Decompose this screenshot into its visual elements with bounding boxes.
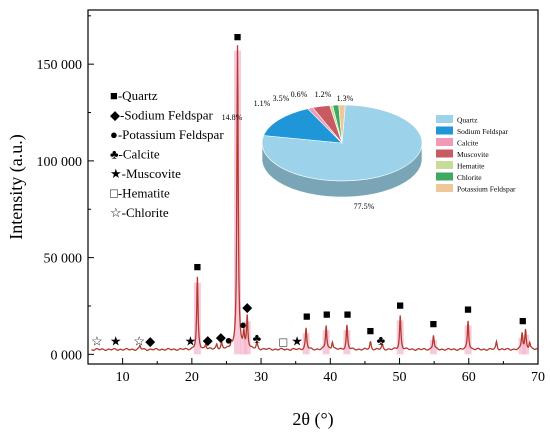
x-tick-label: 50	[393, 370, 407, 385]
pie-legend-swatch	[436, 126, 453, 135]
peak-marker: ★	[291, 333, 303, 348]
x-tick-label: 20	[185, 370, 199, 385]
pie-legend-label: Hematite	[457, 162, 485, 171]
peak-highlight	[396, 320, 404, 355]
peak-highlight	[522, 334, 530, 355]
x-axis-label: 2θ (°)	[292, 409, 333, 430]
peak-marker: ■	[193, 259, 201, 274]
pie-legend-swatch	[436, 115, 453, 123]
peak-marker: ■	[430, 316, 438, 331]
peak-marker: ☆	[133, 333, 145, 348]
peak-marker: ♣	[253, 331, 262, 346]
peak-marker: ☆	[91, 333, 103, 348]
pie-legend-label: Calcite	[457, 139, 479, 148]
peak-marker: ◆	[145, 333, 155, 348]
peak-marker: ■	[367, 323, 375, 338]
peak-marker: ◆	[242, 300, 252, 315]
peak-highlight	[243, 321, 251, 355]
peak-marker: ■	[234, 29, 242, 44]
pie-legend: Quartz Sodium Feldspar Calcite Muscovite Hem…	[436, 115, 516, 194]
pie-legend-swatch	[436, 138, 453, 146]
pie-legend-swatch	[436, 161, 453, 169]
peak-marker: ■	[464, 302, 472, 317]
x-tick-label: 30	[254, 370, 268, 385]
pie-legend-label: Potassium Feldspar	[457, 185, 516, 194]
pie-legend-swatch	[436, 149, 453, 158]
plot-frame	[87, 9, 539, 365]
peak-highlight	[193, 282, 201, 355]
peak-highlight	[322, 330, 330, 355]
marker-legend-entry: ●-Potassium Feldspar	[110, 127, 224, 142]
marker-legend-entry: ☆-Chlorite	[110, 205, 169, 220]
pie-slice-label: 1.3%	[337, 94, 354, 103]
peak-marker: ◆	[216, 330, 226, 345]
peak-marker: ■	[303, 308, 311, 323]
x-tick-label: 40	[323, 370, 337, 385]
y-tick-label: 0 000	[51, 348, 83, 363]
peak-marker: ♣	[377, 333, 386, 348]
y-axis: 0 000 50 000 100 000 150 000	[37, 15, 94, 363]
peak-marker: ■	[323, 306, 331, 321]
y-tick-label: 100 000	[37, 155, 83, 170]
marker-legend-entry: ♣-Calcite	[110, 147, 160, 162]
pie-legend-label: Chlorite	[457, 173, 482, 182]
peak-highlight	[343, 330, 351, 355]
pie-slice-label: 0.6%	[291, 90, 308, 99]
x-axis: 10 20 30 40 50 60 70	[87, 358, 545, 385]
pie-legend-label: Sodium Feldspar	[457, 127, 509, 136]
pie-legend-label: Quartz	[457, 116, 478, 125]
peak-marker: ●	[225, 333, 233, 348]
pie-legend-swatch	[436, 184, 453, 192]
peak-highlights	[193, 50, 530, 355]
xrd-pattern	[91, 45, 538, 352]
pie-legend-label: Muscovite	[457, 150, 489, 159]
plot-area-border	[87, 9, 539, 365]
pie-slice-label: 77.5%	[354, 202, 375, 211]
peak-markers: ☆ ★ ☆ ◆ ★■◆ ◆●■●◆♣ □ ★■ ■ ■■♣■■■■	[91, 29, 527, 350]
y-axis-label: Intensity (a.u.)	[6, 134, 27, 239]
peak-marker: ★	[110, 333, 122, 348]
x-tick-label: 10	[116, 370, 130, 385]
pie-slice-label: 3.5%	[273, 94, 290, 103]
xrd-series-line	[91, 45, 538, 352]
peak-marker: ■	[396, 298, 404, 313]
pie-legend-swatch	[436, 172, 453, 181]
peak-highlight	[429, 339, 437, 355]
peak-marker: ■	[519, 313, 527, 328]
peak-marker: ◆	[203, 333, 213, 348]
pie-slice	[263, 108, 343, 144]
x-tick-label: 60	[462, 370, 476, 385]
peak-highlight	[302, 333, 310, 355]
peak-marker: ●	[239, 317, 247, 332]
peak-highlight	[234, 50, 242, 355]
pie-slice-label: 1.2%	[315, 90, 332, 99]
peak-highlight	[464, 325, 472, 355]
y-tick-label: 50 000	[44, 252, 83, 267]
peak-marker: ★	[185, 333, 197, 348]
marker-legend-entry: ◆-Sodium Feldspar	[110, 108, 213, 123]
x-tick-label: 70	[531, 370, 545, 385]
y-tick-label: 150 000	[37, 58, 83, 73]
mineral-marker-legend: ■-Quartz ◆-Sodium Feldspar ●-Potassium Fel…	[110, 88, 224, 220]
marker-legend-entry: ★-Muscovite	[110, 166, 181, 181]
peak-marker: ■	[344, 306, 352, 321]
pie-slice-label: 14.8%	[222, 113, 243, 122]
mineral-pie-chart: 77.5% 14.8% 1.1%3.5% 0.6% 1.2% 1.3%	[222, 90, 423, 211]
pie-slice	[338, 104, 346, 144]
pie-slice-label: 1.1%	[254, 99, 271, 108]
marker-legend-entry: ■-Quartz	[110, 88, 158, 103]
marker-legend-entry: □-Hematite	[110, 186, 170, 201]
peak-marker: □	[279, 334, 287, 349]
